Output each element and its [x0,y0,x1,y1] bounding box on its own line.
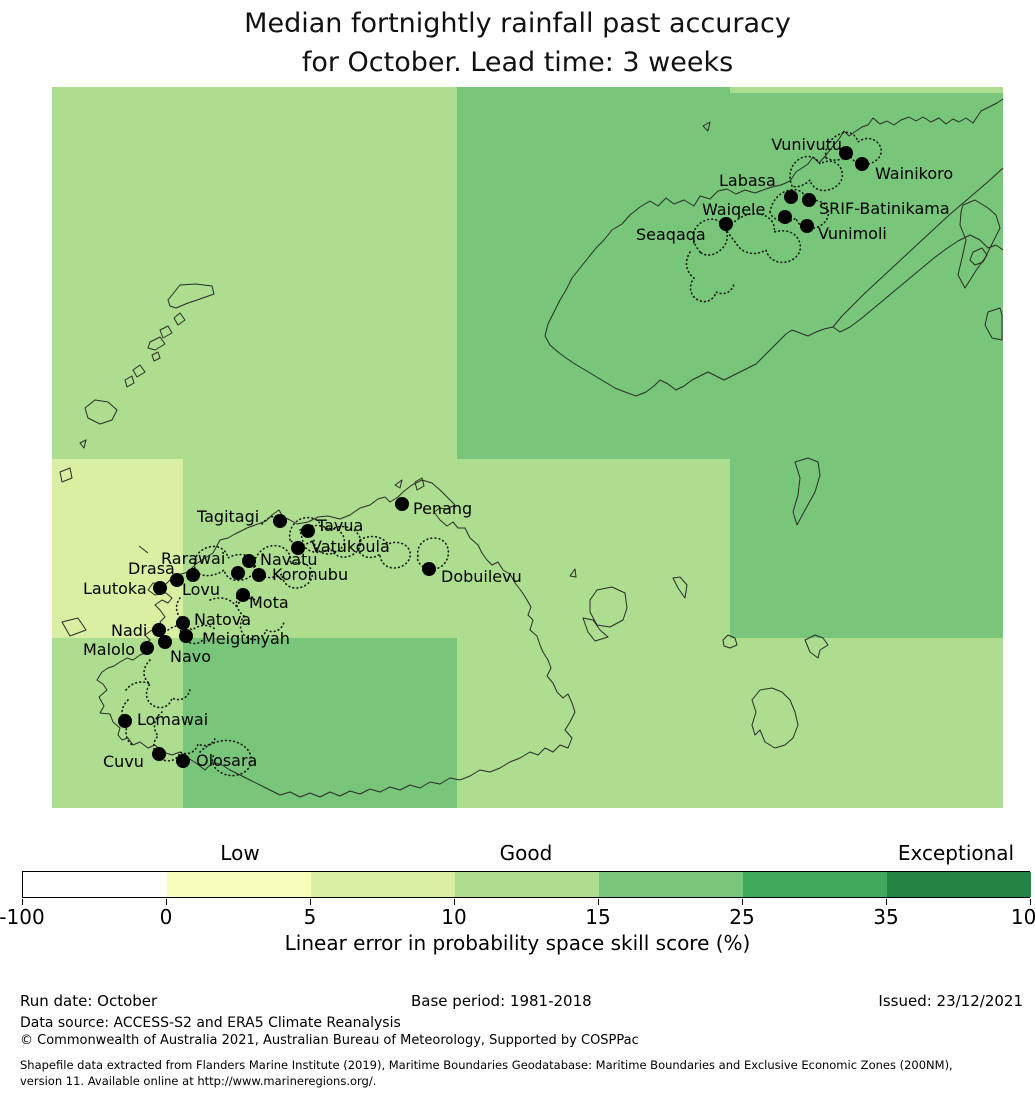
station-label: Navatu [260,550,318,569]
colorbar-category-label: Good [499,841,553,865]
colorbar-tick-mark [598,899,600,905]
copyright-text: © Commonwealth of Australia 2021, Austra… [20,1033,639,1048]
station-label: Lautoka [83,579,147,598]
station-label: Vunivutu [771,135,842,154]
station-dot [719,217,733,231]
station-dot [176,616,190,630]
station-label: Dobuilevu [441,567,522,586]
station-dot [186,568,200,582]
station-dot [800,219,814,233]
colorbar-tick-label: 10 [441,905,467,929]
station-label: Koronubu [272,565,349,584]
station-dot [422,562,436,576]
colorbar-tick-mark [310,899,312,905]
colorbar-tick-label: 15 [585,905,611,929]
station-label: Seaqaqa [636,225,706,244]
station-dot [839,146,853,160]
colorbar-tick-mark [166,899,168,905]
station-label: Lovu [182,580,221,599]
colorbar-axis-label: Linear error in probability space skill … [284,931,751,955]
station-dot [301,524,315,538]
station-dot [231,566,245,580]
station-label: Mota [249,593,289,612]
station-dot [802,193,816,207]
station-dot [152,747,166,761]
station-dot [118,714,132,728]
colorbar-tick-label: 35 [873,905,899,929]
station-label: Nadi [111,621,148,640]
station-label: Labasa [719,171,776,190]
colorbar-category-label: Low [220,841,260,865]
station-label: Cuvu [103,752,144,771]
station-dot [179,629,193,643]
station-label: Natova [194,610,252,629]
issued-date-text: Issued: 23/12/2021 [878,992,1023,1010]
colorbar-tick-label: -100 [0,905,45,929]
colorbar-tick-mark [886,899,888,905]
station-label: Malolo [83,640,136,659]
station-dot [784,190,798,204]
station-label: Rarawai [161,549,226,568]
station-label: Vatukoula [311,537,390,556]
station-dot [291,541,305,555]
station-dot [855,157,869,171]
colorbar-tick-mark [1030,899,1032,905]
station-label: Tavua [317,516,364,535]
station-dot [153,581,167,595]
station-label: Waiqele [702,200,766,219]
station-dot [395,497,409,511]
station-dot [158,635,172,649]
title-line-1: Median fortnightly rainfall past accurac… [244,8,791,39]
skill-cell [730,87,1003,93]
colorbar-tick-mark [22,899,24,905]
run-date-text: Run date: October [20,992,158,1010]
shapefile-attribution-line2: version 11. Available online at http://w… [20,1074,377,1088]
skill-cell [730,459,1003,638]
colorbar-segment [599,872,743,897]
station-label: Olosara [196,751,258,770]
title-line-2: for October. Lead time: 3 weeks [301,47,734,78]
station-label: Tagitagi [197,507,260,526]
station-dot [140,641,154,655]
station-dot [273,514,287,528]
colorbar-category-label: Exceptional [897,841,1015,865]
base-period-text: Base period: 1981-2018 [411,992,592,1010]
station-dot [242,554,256,568]
station-label: SRIF-Batinikama [819,199,950,218]
colorbar-segment [23,872,167,897]
shapefile-attribution-line1: Shapefile data extracted from Flanders M… [20,1058,953,1072]
colorbar-tick-label: 0 [159,905,173,929]
station-label: Navo [170,647,212,666]
colorbar-segment [455,872,599,897]
colorbar-tick-label: 5 [303,905,317,929]
colorbar-tick-mark [454,899,456,905]
figure-title: Median fortnightly rainfall past accurac… [0,4,1035,82]
station-label: Vunimoli [818,224,887,243]
station-dot [252,568,266,582]
station-label: Penang [413,499,473,518]
station-label: Meigunyah [202,629,290,648]
station-label: Lomawai [137,710,209,729]
station-dot [152,623,166,637]
station-label: Wainikoro [875,164,954,183]
colorbar-segment [743,872,887,897]
colorbar-segment [887,872,1031,897]
station-dot [176,754,190,768]
station-dot [236,588,250,602]
colorbar-bar [22,871,1031,898]
station-label: Drasa [128,559,175,578]
station-dot [778,210,792,224]
data-source-text: Data source: ACCESS-S2 and ERA5 Climate … [20,1015,401,1031]
station-dot [170,573,184,587]
colorbar-segment [167,872,311,897]
colorbar-tick-mark [742,899,744,905]
colorbar-tick-label: 100 [1010,905,1035,929]
colorbar-segment [311,872,455,897]
colorbar-tick-label: 25 [729,905,755,929]
